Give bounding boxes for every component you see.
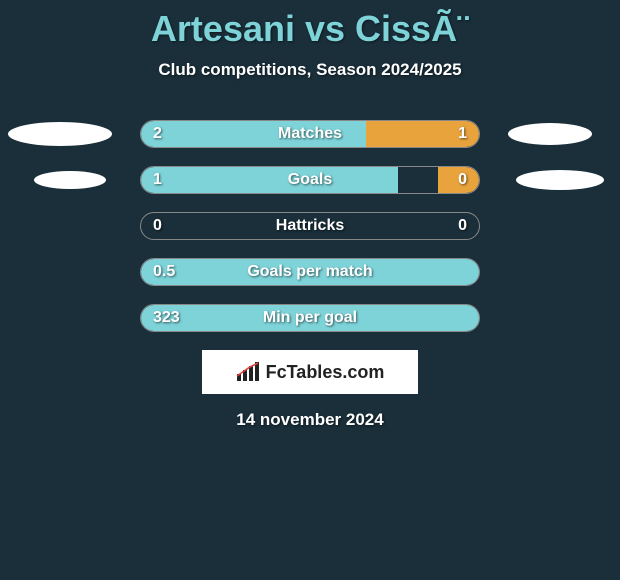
right-value: 0 [458, 217, 467, 235]
left-value: 2 [153, 125, 162, 143]
subtitle: Club competitions, Season 2024/2025 [0, 60, 620, 80]
stat-row: 1 0 Goals [0, 166, 620, 194]
left-ellipse [8, 122, 112, 146]
page-title: Artesani vs CissÃ¨ [0, 0, 620, 50]
right-ellipse [508, 123, 592, 145]
stat-name: Hattricks [276, 217, 344, 235]
stat-name: Matches [278, 125, 342, 143]
stat-name: Min per goal [263, 309, 357, 327]
stat-row: 2 1 Matches [0, 120, 620, 148]
logo: FcTables.com [236, 362, 385, 383]
bar-container: 0 0 Hattricks [140, 212, 480, 240]
stat-row: 0 0 Hattricks [0, 212, 620, 240]
left-value: 0 [153, 217, 162, 235]
bars-icon [236, 362, 262, 382]
bar-container: 323 Min per goal [140, 304, 480, 332]
left-value: 0.5 [153, 263, 175, 281]
right-value: 0 [458, 171, 467, 189]
left-value: 1 [153, 171, 162, 189]
bar-container: 2 1 Matches [140, 120, 480, 148]
right-ellipse [516, 170, 604, 190]
left-bar [141, 167, 398, 193]
stat-rows: 2 1 Matches 1 0 Goals 0 0 Hattricks 0.5 Goals per … [0, 120, 620, 332]
logo-text: FcTables.com [266, 362, 385, 383]
bar-container: 1 0 Goals [140, 166, 480, 194]
stat-row: 323 Min per goal [0, 304, 620, 332]
bar-container: 0.5 Goals per match [140, 258, 480, 286]
date: 14 november 2024 [0, 410, 620, 430]
right-value: 1 [458, 125, 467, 143]
left-ellipse [34, 171, 106, 189]
stat-name: Goals per match [247, 263, 372, 281]
stat-row: 0.5 Goals per match [0, 258, 620, 286]
stat-name: Goals [288, 171, 332, 189]
logo-box: FcTables.com [202, 350, 418, 394]
left-value: 323 [153, 309, 180, 327]
